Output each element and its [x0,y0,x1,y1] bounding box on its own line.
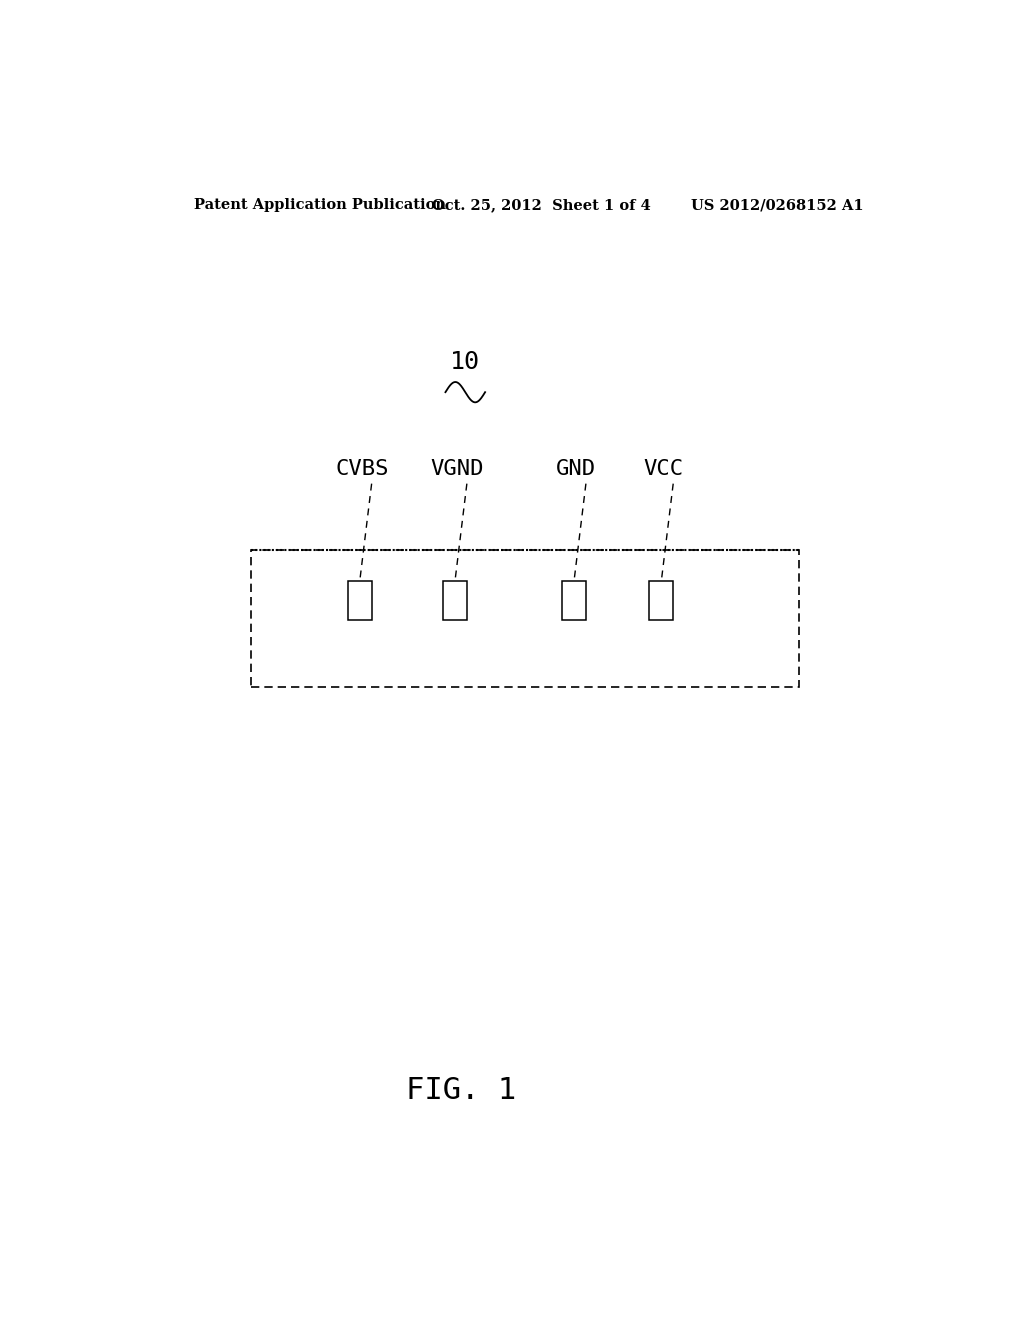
Text: FIG. 1: FIG. 1 [407,1076,516,1105]
Text: VCC: VCC [644,458,684,479]
Text: Patent Application Publication: Patent Application Publication [194,198,445,213]
Text: US 2012/0268152 A1: US 2012/0268152 A1 [691,198,864,213]
Text: 10: 10 [451,350,480,374]
Text: VGND: VGND [431,458,484,479]
Bar [443,581,467,620]
Bar [348,581,372,620]
Text: GND: GND [556,458,596,479]
Text: Oct. 25, 2012  Sheet 1 of 4: Oct. 25, 2012 Sheet 1 of 4 [432,198,650,213]
Bar [562,581,586,620]
Bar [251,549,799,686]
Bar [649,581,673,620]
Text: CVBS: CVBS [336,458,389,479]
